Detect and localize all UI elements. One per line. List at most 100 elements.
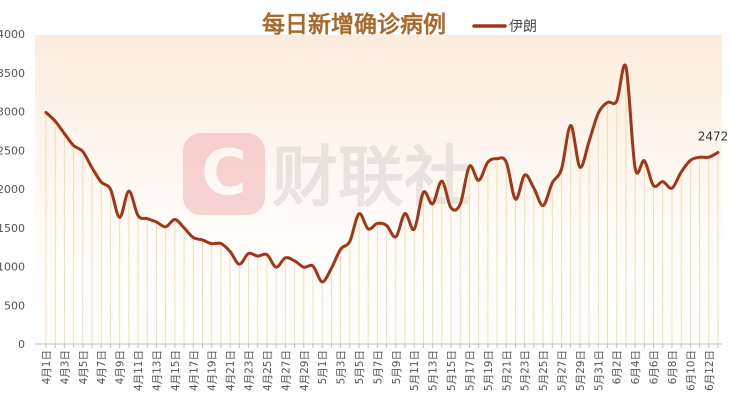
data-point: [118, 216, 121, 219]
x-tick-label: 6月6日: [649, 350, 661, 384]
data-point: [54, 120, 57, 123]
legend-label: 伊朗: [509, 19, 537, 35]
drop-lines: [45, 67, 719, 344]
y-tick-label: 0: [18, 338, 25, 351]
data-point: [707, 156, 710, 159]
data-point: [459, 202, 462, 205]
data-point: [385, 224, 388, 227]
x-tick-label: 5月1日: [317, 350, 329, 384]
y-tick-label: 4000: [0, 28, 25, 41]
data-point: [136, 214, 139, 217]
data-point: [606, 101, 609, 104]
data-point: [532, 187, 535, 190]
x-tick-label: 5月29日: [575, 350, 587, 391]
data-point: [219, 242, 222, 245]
data-point: [330, 267, 333, 270]
data-point: [413, 228, 416, 231]
data-point: [265, 253, 268, 256]
x-tick-label: 5月25日: [538, 350, 550, 391]
data-point: [100, 181, 103, 184]
data-point: [541, 204, 544, 207]
data-point: [146, 217, 149, 220]
y-axis: 0 500 1000 1500 2000 2500 3000 3500 4000: [0, 28, 25, 351]
data-point: [680, 171, 683, 174]
data-point: [394, 235, 397, 238]
data-point: [247, 252, 250, 255]
x-tick-label: 6月10日: [685, 350, 697, 391]
data-point: [689, 159, 692, 162]
x-tick-label: 4月27日: [280, 350, 292, 391]
x-tick-label: 4月1日: [41, 350, 53, 384]
x-tick-label: 4月29日: [299, 350, 311, 391]
data-point: [477, 179, 480, 182]
x-tick-label: 4月15日: [170, 350, 182, 391]
data-point: [468, 165, 471, 168]
y-tick-label: 3500: [0, 67, 25, 80]
y-tick-label: 1000: [0, 261, 25, 274]
data-point: [164, 225, 167, 228]
x-tick-label: 5月23日: [520, 350, 532, 391]
x-tick-label: 5月9日: [391, 350, 403, 384]
x-tick-label: 5月19日: [483, 350, 495, 391]
legend: 伊朗: [472, 19, 537, 35]
data-point: [321, 280, 324, 283]
data-point: [514, 198, 517, 201]
data-point: [367, 227, 370, 230]
watermark-badge-letter: C: [201, 136, 247, 209]
data-point: [256, 255, 259, 258]
data-point: [182, 226, 185, 229]
data-point: [302, 266, 305, 269]
data-point: [293, 259, 296, 262]
data-point: [229, 250, 232, 253]
x-axis: 4月1日 4月3日 4月5日 4月7日 4月9日 4月11日 4月13日 4月15日 4月17日…: [41, 344, 719, 391]
data-point: [311, 264, 314, 267]
annotations: 2472: [698, 129, 729, 143]
data-point: [339, 248, 342, 251]
x-tick-label: 4月11日: [133, 350, 145, 391]
data-point: [652, 184, 655, 187]
data-point: [449, 206, 452, 209]
data-point: [422, 191, 425, 194]
data-point: [643, 159, 646, 162]
data-point: [403, 212, 406, 215]
watermark-badge-icon: [183, 133, 265, 215]
y-tick-label: 2500: [0, 144, 25, 157]
x-tick-label: 5月27日: [557, 350, 569, 391]
x-tick-label: 4月5日: [78, 350, 90, 384]
data-point: [560, 167, 563, 170]
data-point: [486, 161, 489, 164]
data-point: [44, 111, 47, 114]
data-point: [357, 212, 360, 215]
data-point: [210, 242, 213, 245]
data-point: [597, 112, 600, 115]
data-point: [569, 124, 572, 127]
data-point: [72, 144, 75, 147]
x-tick-label: 5月13日: [428, 350, 440, 391]
x-tick-label: 4月9日: [115, 350, 127, 384]
y-tick-label: 2000: [0, 183, 25, 196]
data-point: [155, 220, 158, 223]
data-point: [348, 240, 351, 243]
data-point: [624, 65, 627, 68]
data-point: [275, 266, 278, 269]
data-label: 2472: [698, 129, 729, 143]
data-point: [90, 166, 93, 169]
data-point: [440, 179, 443, 182]
y-tick-label: 1500: [0, 222, 25, 235]
data-point: [127, 190, 130, 193]
data-point: [661, 180, 664, 183]
x-tick-label: 4月25日: [262, 350, 274, 391]
x-tick-label: 6月2日: [612, 350, 624, 384]
x-tick-label: 4月23日: [244, 350, 256, 391]
x-tick-label: 6月8日: [667, 350, 679, 384]
data-point: [192, 236, 195, 239]
data-point: [588, 140, 591, 143]
watermark-text: 财联社: [272, 139, 470, 216]
data-point: [716, 151, 719, 154]
data-point: [201, 238, 204, 241]
data-point: [670, 187, 673, 190]
data-point: [109, 188, 112, 191]
series-group: [44, 63, 720, 284]
